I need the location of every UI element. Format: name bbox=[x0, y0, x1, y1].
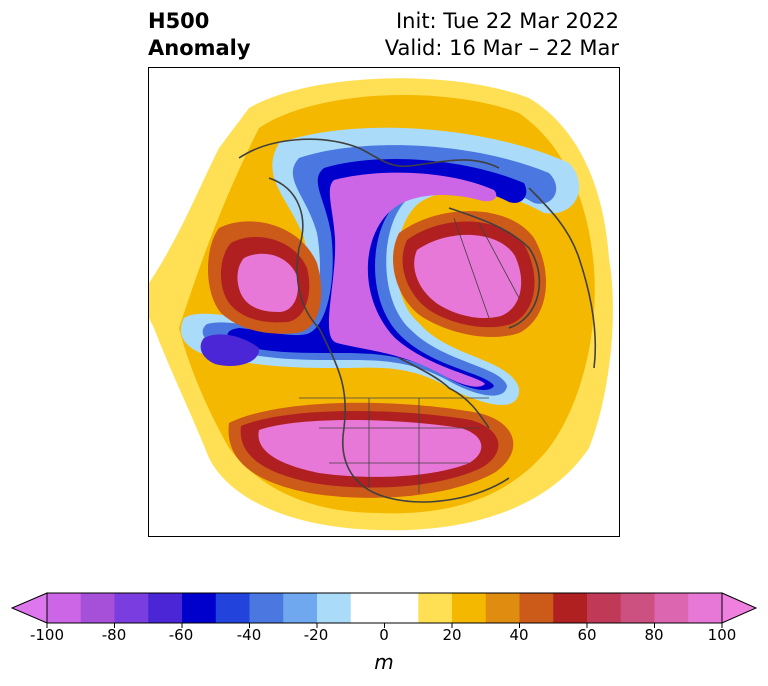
colorbar-extend-min bbox=[10, 592, 48, 624]
colorbar-segment bbox=[620, 593, 655, 623]
colorbar-segment bbox=[587, 593, 622, 623]
anomaly-map-svg bbox=[149, 78, 613, 531]
colorbar bbox=[10, 592, 758, 628]
colorbar-segment bbox=[182, 593, 217, 623]
date-info: Init: Tue 22 Mar 2022 Valid: 16 Mar – 22… bbox=[385, 8, 619, 62]
colorbar-segment bbox=[519, 593, 554, 623]
colorbar-segment bbox=[47, 593, 82, 623]
title-line-variable: H500 bbox=[148, 9, 210, 33]
tick-label: 60 bbox=[577, 626, 597, 644]
colorbar-segment bbox=[485, 593, 520, 623]
init-date-label: Init: Tue 22 Mar 2022 bbox=[395, 9, 619, 33]
colorbar-segment bbox=[80, 593, 115, 623]
colorbar-segment bbox=[317, 593, 352, 623]
political-borders bbox=[299, 217, 520, 493]
colorbar-segment bbox=[418, 593, 453, 623]
tick-label: -40 bbox=[236, 626, 262, 644]
tick-label: 40 bbox=[509, 626, 529, 644]
colorbar-unit-label: m bbox=[374, 650, 394, 674]
colorbar-segment bbox=[688, 593, 723, 623]
pacific-negative-center bbox=[200, 334, 260, 367]
colorbar-segment bbox=[553, 593, 588, 623]
valid-range-label: Valid: 16 Mar – 22 Mar bbox=[384, 36, 619, 60]
tick-label: -60 bbox=[168, 626, 194, 644]
colorbar-segment bbox=[148, 593, 183, 623]
positive-center-west-core bbox=[237, 253, 299, 312]
tick-label: 0 bbox=[379, 626, 389, 644]
colorbar-segment bbox=[114, 593, 149, 623]
positive-center-east-core bbox=[414, 234, 522, 319]
chart-title: H500 Anomaly bbox=[148, 8, 251, 62]
tick-label: -20 bbox=[303, 626, 329, 644]
negative-core bbox=[328, 172, 497, 387]
tick-label: 20 bbox=[442, 626, 462, 644]
tick-label: -100 bbox=[29, 626, 65, 644]
colorbar-segment bbox=[654, 593, 689, 623]
tick-label: -80 bbox=[101, 626, 127, 644]
colorbar-segment bbox=[384, 593, 419, 623]
tick-label: 80 bbox=[644, 626, 664, 644]
tick-label: 100 bbox=[707, 626, 737, 644]
coastlines bbox=[238, 138, 597, 503]
colorbar-segment bbox=[283, 593, 318, 623]
colorbar-segment bbox=[350, 593, 385, 623]
colorbar-extend-max bbox=[721, 592, 758, 624]
colorbar-segment bbox=[249, 593, 284, 623]
title-line-type: Anomaly bbox=[148, 36, 251, 60]
anomaly-map bbox=[148, 67, 620, 537]
colorbar-segment bbox=[452, 593, 487, 623]
colorbar-segment bbox=[215, 593, 250, 623]
